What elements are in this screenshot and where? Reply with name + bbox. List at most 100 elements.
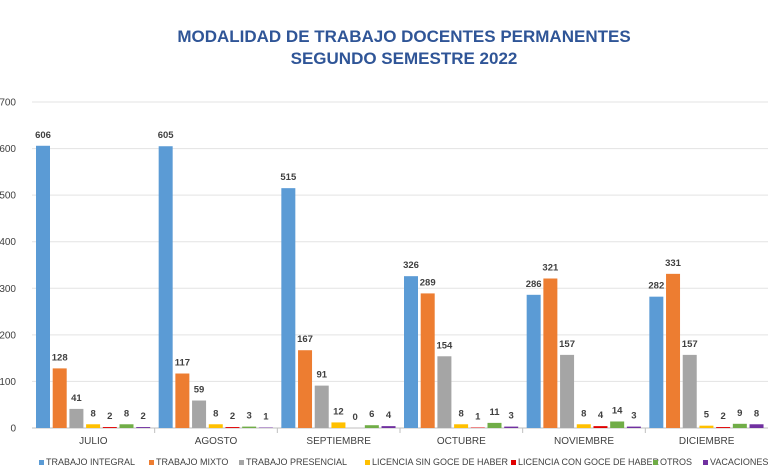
data-label: 157 (682, 339, 698, 350)
bar (69, 408, 84, 428)
x-tick-label: NOVIEMBRE (554, 436, 614, 447)
data-label: 8 (458, 408, 463, 419)
bar (716, 427, 731, 428)
bar (732, 423, 747, 428)
y-tick-label: 500 (0, 191, 16, 202)
y-tick-label: 100 (0, 377, 16, 388)
data-label: 3 (247, 411, 252, 422)
data-label: 154 (436, 340, 453, 351)
y-tick-label: 200 (0, 330, 16, 341)
legend-label: OTROS (660, 457, 692, 467)
y-axis-ticks: 0 100 200 300 400 500 600 700 (0, 98, 16, 435)
data-label: 2 (720, 411, 725, 422)
bar (560, 354, 575, 428)
x-tick-label: OCTUBRE (437, 436, 486, 447)
bar (420, 293, 435, 428)
bar (593, 426, 608, 428)
legend-swatch (149, 460, 154, 465)
bar (666, 273, 681, 428)
chart-subtitle: SEGUNDO SEMESTRE 2022 (291, 49, 518, 68)
data-label: 157 (559, 339, 575, 350)
data-label: 282 (648, 281, 664, 292)
legend-label: VACACIONES (710, 457, 768, 467)
x-tick-label: SEPTIEMBRE (306, 436, 371, 447)
data-label: 12 (333, 406, 344, 417)
bar (36, 145, 50, 428)
data-label: 59 (194, 385, 205, 396)
data-label: 117 (175, 358, 190, 369)
legend-swatch (365, 460, 370, 465)
bar (208, 424, 223, 428)
data-label: 331 (665, 258, 682, 269)
legend-label: LICENCIA CON GOCE DE HABER (518, 457, 660, 467)
bar (576, 424, 591, 428)
chart-title: MODALIDAD DE TRABAJO DOCENTES PERMANENTE… (177, 27, 630, 46)
bar (364, 425, 379, 428)
y-tick-label: 300 (0, 284, 16, 295)
x-tick-label: AGOSTO (195, 436, 238, 447)
legend-swatch (39, 460, 44, 465)
data-label: 4 (386, 410, 392, 421)
bar (225, 427, 240, 428)
data-label: 11 (489, 407, 500, 418)
x-tick-label: JULIO (79, 436, 108, 447)
data-label: 128 (52, 352, 68, 363)
x-tick-label: DICIEMBRE (679, 436, 735, 447)
y-tick-label: 700 (0, 98, 16, 109)
legend-label: TRABAJO PRESENCIAL (246, 457, 347, 467)
y-tick-label: 600 (0, 144, 16, 155)
bar (175, 373, 190, 428)
bar (102, 427, 117, 428)
bar (331, 422, 346, 428)
data-label: 6 (369, 409, 374, 420)
bar (314, 385, 329, 428)
data-label: 0 (352, 412, 357, 423)
bar (454, 424, 469, 428)
bar (682, 354, 697, 428)
legend: TRABAJO INTEGRAL TRABAJO MIXTO TRABAJO PRE… (39, 457, 768, 467)
bar (543, 278, 558, 428)
data-label: 2 (230, 411, 235, 422)
data-label: 8 (90, 408, 95, 419)
data-label: 326 (403, 260, 419, 271)
gridlines (32, 101, 768, 429)
legend-swatch (511, 460, 516, 465)
bar (610, 421, 625, 428)
data-label: 3 (631, 411, 636, 422)
data-label: 605 (158, 130, 175, 141)
data-label: 41 (71, 393, 82, 404)
legend-swatch (703, 460, 708, 465)
legend-swatch (239, 460, 244, 465)
bar (298, 350, 313, 428)
bar (404, 276, 418, 428)
bar (749, 424, 764, 428)
x-axis-ticks: JULIO AGOSTO SEPTIEMBRE OCTUBRE NOVIEMBRE DIC… (79, 428, 735, 447)
bar (86, 424, 101, 428)
data-label: 8 (581, 408, 586, 419)
data-label: 4 (598, 410, 604, 421)
data-label: 91 (316, 370, 327, 381)
legend-label: LICENCIA SIN GOCE DE HABER (372, 457, 509, 467)
bar (158, 146, 173, 428)
bar (192, 400, 207, 428)
bars (36, 145, 764, 429)
data-label: 286 (526, 279, 542, 290)
bar (504, 426, 519, 428)
bar (437, 356, 452, 428)
data-label: 289 (420, 277, 436, 288)
data-label: 321 (542, 263, 559, 274)
data-label: 14 (612, 405, 623, 416)
bar (699, 425, 714, 428)
data-label: 8 (124, 408, 129, 419)
bar (52, 368, 67, 428)
y-tick-label: 400 (0, 237, 16, 248)
data-label: 1 (475, 412, 481, 423)
data-label: 167 (297, 334, 313, 345)
data-label: 515 (280, 172, 297, 183)
data-label: 8 (213, 408, 218, 419)
bar (526, 294, 541, 428)
bar (487, 422, 502, 428)
